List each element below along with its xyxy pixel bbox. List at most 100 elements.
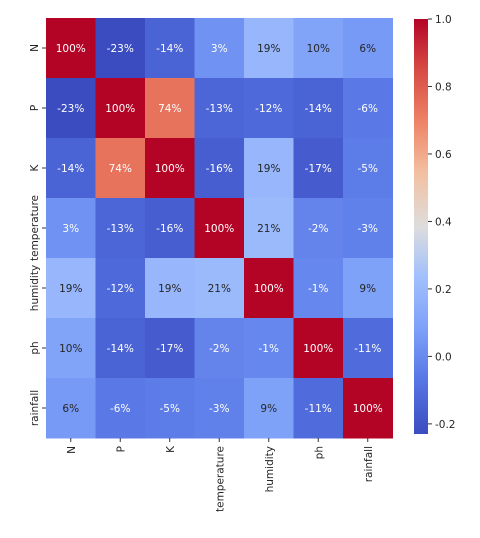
heatmap-cell: [293, 378, 344, 439]
heatmap-cell: [244, 318, 294, 379]
cell-annotation: 100%: [155, 163, 185, 175]
cell-annotation: -13%: [107, 223, 134, 235]
y-tick-label: K: [29, 163, 41, 171]
heatmap-cell: [343, 318, 393, 379]
x-tick-label: humidity: [264, 446, 276, 492]
colorbar-tick-label: 0.0: [435, 351, 452, 363]
cell-annotation: -2%: [209, 343, 229, 355]
cell-annotation: -17%: [156, 343, 183, 355]
colorbar-ticks: -0.2 0.0 0.2 0.4 0.6 0.8 1.0: [428, 14, 456, 431]
heatmap-cell: [244, 258, 294, 319]
heatmap-cell: [46, 378, 96, 439]
cell-annotation: -12%: [255, 103, 282, 115]
cell-annotation: -3%: [209, 403, 229, 415]
x-tick-label: ph: [313, 446, 325, 459]
cell-annotation: -23%: [107, 43, 134, 55]
heatmap-cell: [343, 198, 393, 259]
heatmap-cell: [293, 18, 344, 79]
heatmap-cells: [46, 18, 393, 439]
heatmap-cell: [95, 138, 146, 199]
cell-annotation: -1%: [308, 283, 328, 295]
heatmap-cell: [244, 18, 294, 79]
x-tick-label: K: [165, 445, 177, 453]
cell-annotation: -12%: [107, 283, 134, 295]
cell-annotations: 100% -23% -14% 3% 19% 10% 6% -23% 100% 74% -13% -12…: [56, 43, 383, 415]
cell-annotation: -14%: [57, 163, 84, 175]
cell-annotation: 19%: [59, 283, 82, 295]
heatmap-cell: [95, 318, 146, 379]
heatmap-cell: [145, 138, 195, 199]
cell-annotation: -5%: [358, 163, 378, 175]
colorbar: -0.2 0.0 0.2 0.4 0.6 0.8 1.0: [414, 14, 456, 434]
cell-annotation: -1%: [259, 343, 279, 355]
cell-annotation: 10%: [59, 343, 82, 355]
heatmap-cell: [194, 198, 245, 259]
heatmap-cell: [194, 138, 245, 199]
y-tick-label: ph: [29, 341, 41, 354]
heatmap-cell: [46, 18, 96, 79]
colorbar-tick-label: 1.0: [435, 14, 452, 26]
x-tick-label: N: [66, 446, 78, 454]
cell-annotation: -14%: [107, 343, 134, 355]
cell-annotation: 74%: [158, 103, 181, 115]
cell-annotation: 100%: [105, 103, 135, 115]
cell-annotation: 19%: [257, 43, 280, 55]
heatmap-cell: [95, 198, 146, 259]
heatmap-cell: [244, 138, 294, 199]
cell-annotation: 74%: [109, 163, 132, 175]
heatmap-cell: [46, 198, 96, 259]
cell-annotation: -14%: [156, 43, 183, 55]
heatmap-cell: [46, 138, 96, 199]
cell-annotation: 19%: [158, 283, 181, 295]
y-tick-label: temperature: [29, 195, 41, 261]
cell-annotation: 3%: [211, 43, 228, 55]
heatmap-cell: [343, 138, 393, 199]
colorbar-gradient: [414, 19, 428, 434]
cell-annotation: -3%: [358, 223, 378, 235]
heatmap-cell: [244, 78, 294, 139]
cell-annotation: -16%: [206, 163, 233, 175]
heatmap-cell: [145, 378, 195, 439]
cell-annotation: -6%: [358, 103, 378, 115]
heatmap-cell: [46, 78, 96, 139]
cell-annotation: -16%: [156, 223, 183, 235]
heatmap-cell: [145, 258, 195, 319]
heatmap-cell: [145, 18, 195, 79]
cell-annotation: 9%: [359, 283, 376, 295]
heatmap-cell: [46, 258, 96, 319]
heatmap-cell: [343, 258, 393, 319]
cell-annotation: 100%: [204, 223, 234, 235]
x-tick-label: P: [115, 446, 127, 452]
cell-annotation: 10%: [307, 43, 330, 55]
cell-annotation: -5%: [160, 403, 180, 415]
heatmap-cell: [194, 78, 245, 139]
heatmap-cell: [343, 18, 393, 79]
heatmap-cell: [95, 258, 146, 319]
heatmap-cell: [46, 318, 96, 379]
colorbar-tick-label: 0.2: [435, 284, 452, 296]
heatmap-cell: [343, 378, 393, 439]
colorbar-tick-label: -0.2: [435, 419, 456, 431]
cell-annotation: -11%: [354, 343, 381, 355]
heatmap-cell: [244, 378, 294, 439]
heatmap-cell: [194, 318, 245, 379]
cell-annotation: 100%: [353, 403, 383, 415]
y-tick-label: P: [29, 105, 41, 111]
heatmap-cell: [293, 78, 344, 139]
cell-annotation: 100%: [254, 283, 284, 295]
heatmap-cell: [343, 78, 393, 139]
cell-annotation: -23%: [57, 103, 84, 115]
cell-annotation: 100%: [56, 43, 86, 55]
cell-annotation: -2%: [308, 223, 328, 235]
heatmap-cell: [95, 18, 146, 79]
colorbar-tick-label: 0.8: [435, 81, 452, 93]
heatmap-cell: [194, 378, 245, 439]
cell-annotation: 19%: [257, 163, 280, 175]
cell-annotation: -6%: [110, 403, 130, 415]
heatmap-cell: [293, 138, 344, 199]
cell-annotation: -17%: [305, 163, 332, 175]
heatmap-cell: [145, 78, 195, 139]
heatmap-cell: [194, 258, 245, 319]
